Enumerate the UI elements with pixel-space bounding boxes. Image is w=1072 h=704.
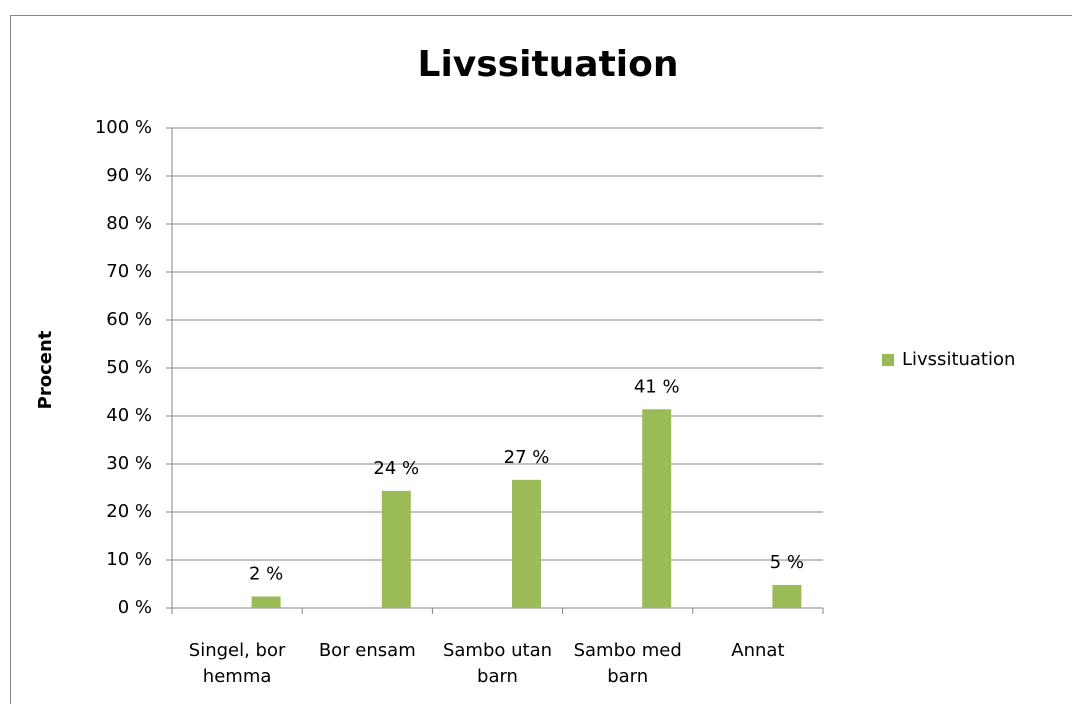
y-tick-label: 80 % bbox=[106, 213, 152, 234]
data-label: 2 % bbox=[249, 563, 283, 584]
x-tick-label: Sambo med barn bbox=[573, 640, 682, 687]
y-axis-label: Procent bbox=[35, 330, 56, 409]
bar bbox=[381, 490, 411, 608]
y-tick-label: 60 % bbox=[106, 309, 152, 330]
data-label: 24 % bbox=[373, 458, 419, 479]
bar bbox=[642, 409, 672, 608]
x-tick-label: Sambo utan barn bbox=[442, 640, 553, 687]
x-tick-label: Bor ensam bbox=[318, 640, 416, 661]
y-tick-label: 40 % bbox=[106, 405, 152, 426]
x-tick-label: Singel, bor hemma bbox=[188, 640, 286, 687]
legend-label: Livssituation bbox=[902, 349, 1015, 370]
data-label: 5 % bbox=[770, 552, 804, 573]
y-tick-label: 10 % bbox=[106, 549, 152, 570]
data-label: 41 % bbox=[634, 376, 680, 397]
chart-title: Livssituation bbox=[418, 44, 679, 85]
y-tick-label: 0 % bbox=[118, 597, 152, 618]
chart-border bbox=[10, 15, 1072, 704]
data-label: 27 % bbox=[504, 447, 550, 468]
y-tick-label: 20 % bbox=[106, 501, 152, 522]
y-tick-label: 90 % bbox=[106, 165, 152, 186]
bar bbox=[251, 596, 281, 608]
y-tick-label: 100 % bbox=[95, 117, 152, 138]
y-tick-label: 50 % bbox=[106, 357, 152, 378]
bar bbox=[512, 479, 541, 608]
legend-swatch bbox=[882, 354, 894, 366]
y-tick-label: 30 % bbox=[106, 453, 152, 474]
y-tick-label: 70 % bbox=[106, 261, 152, 282]
x-tick-label: Annat bbox=[731, 640, 785, 661]
bar bbox=[772, 584, 802, 608]
